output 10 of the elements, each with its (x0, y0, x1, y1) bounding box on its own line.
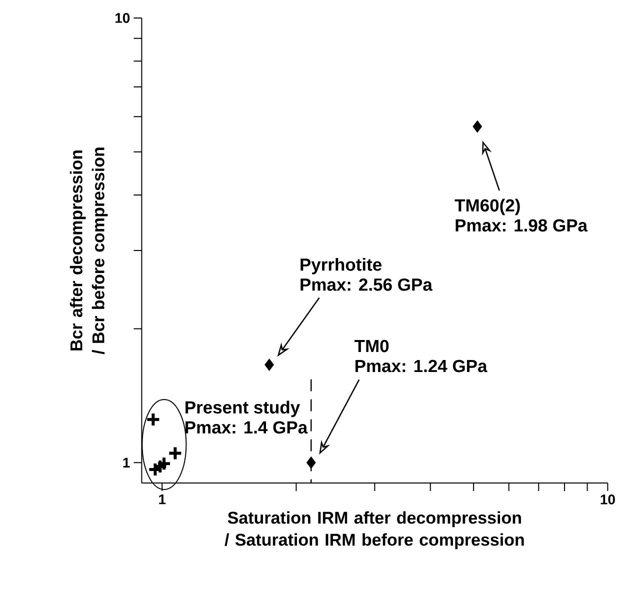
x-axis-title: Saturation IRM after decompression / Saturation IRM before compression (224, 511, 524, 550)
annotation: Pmax: 1.98 GPa (456, 219, 588, 232)
annotation: Pmax: 1.4 GPa (186, 421, 308, 434)
annotation: Pmax: 2.56 GPa (300, 278, 433, 291)
annotation: TM60(2) (454, 198, 520, 216)
y-axis-title: Bcr after decompression / Bcr before compression (70, 148, 108, 354)
annotation: Pmax: 1.24 GPa (356, 360, 488, 372)
annotation: Present study (186, 400, 300, 418)
annotation: TM0 (354, 340, 389, 352)
annotation: Pyrrhotite (300, 258, 382, 274)
